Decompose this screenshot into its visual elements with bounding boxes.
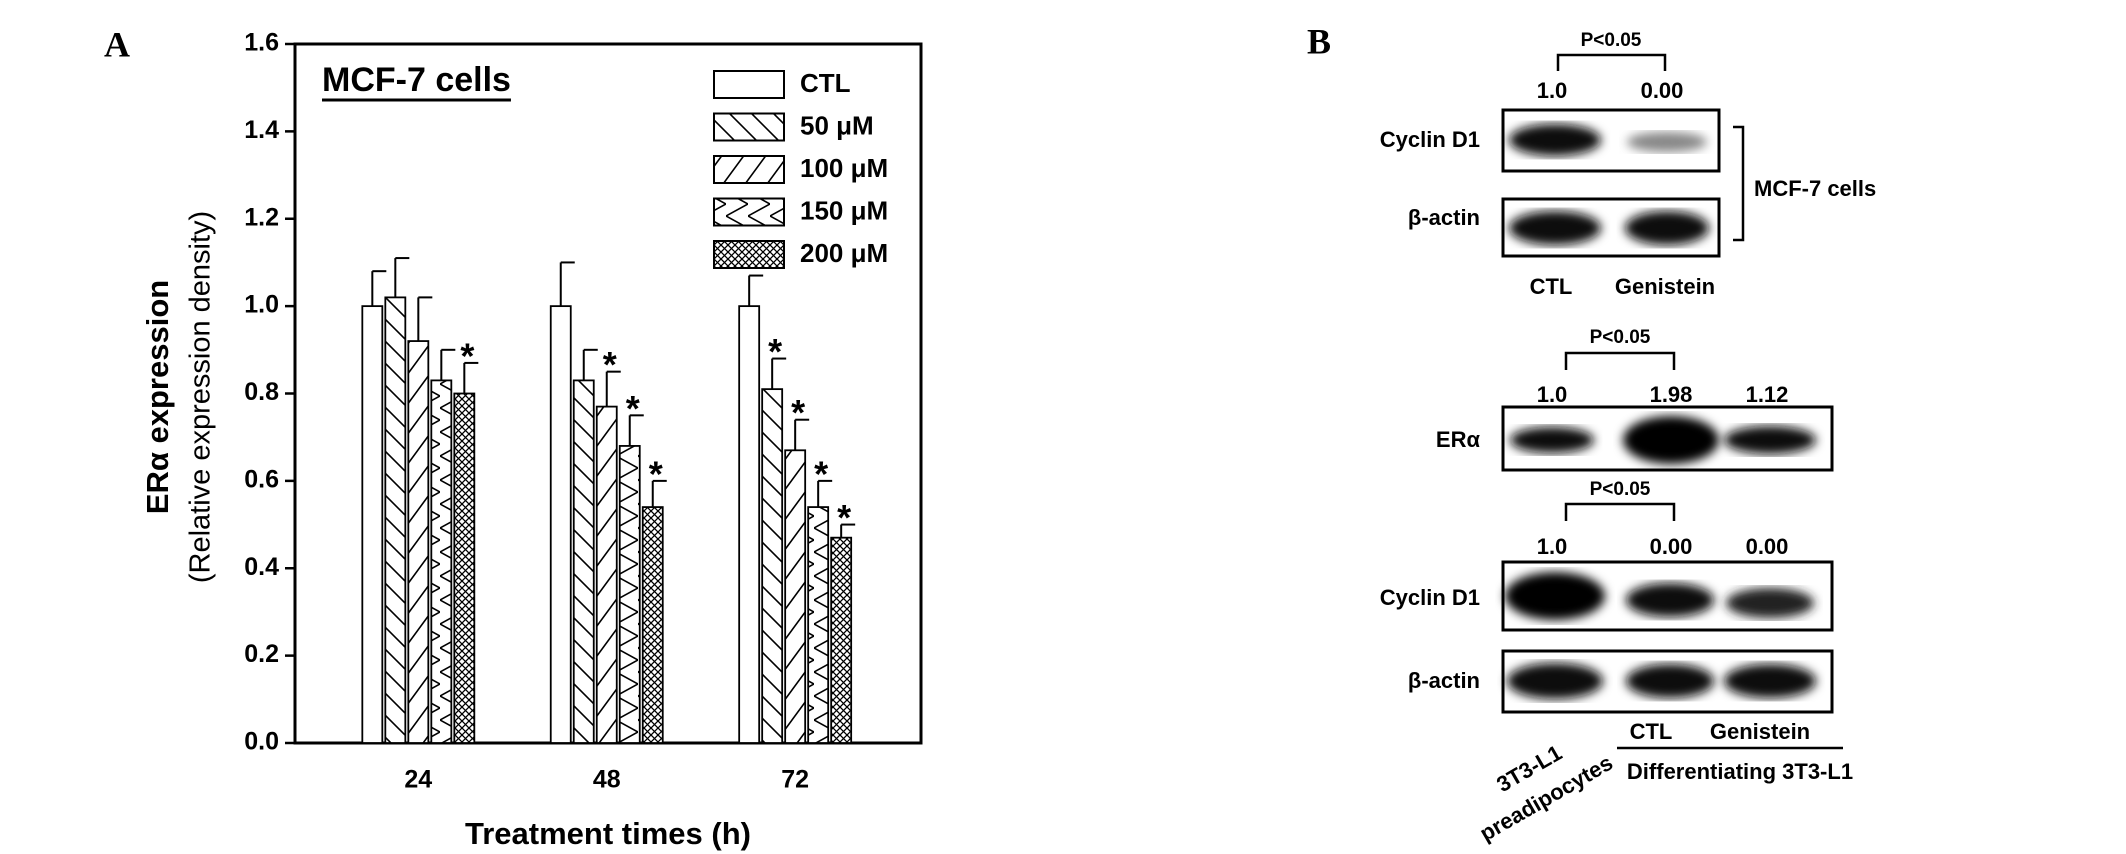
band bbox=[1724, 426, 1816, 454]
band bbox=[1623, 416, 1719, 464]
bar bbox=[572, 379, 595, 744]
band bbox=[1724, 664, 1816, 698]
bar bbox=[384, 296, 407, 744]
significance: * bbox=[791, 392, 805, 433]
band bbox=[1626, 583, 1714, 617]
bracket bbox=[1564, 502, 1676, 521]
bar bbox=[430, 379, 453, 744]
bar bbox=[641, 506, 664, 744]
chart-title: MCF-7 cells bbox=[322, 61, 511, 99]
significance: * bbox=[837, 497, 851, 538]
lane-label: CTL bbox=[1630, 719, 1673, 744]
legend-swatch bbox=[713, 197, 785, 227]
lane-label-group: 3T3-L1 preadipocytes bbox=[1475, 740, 1617, 846]
significance: * bbox=[603, 344, 617, 385]
bar bbox=[407, 340, 430, 744]
x-tick-label: 24 bbox=[404, 766, 432, 794]
band bbox=[1505, 572, 1605, 620]
band-value: 0.00 bbox=[1650, 534, 1693, 559]
row-label: Cyclin D1 bbox=[1380, 585, 1480, 610]
y-tick-label: 0.2 bbox=[244, 640, 279, 668]
panel-label: B bbox=[1307, 21, 1331, 61]
group-label: MCF-7 cells bbox=[1754, 176, 1876, 201]
significance: * bbox=[814, 453, 828, 494]
significance: * bbox=[768, 331, 782, 372]
band bbox=[1626, 664, 1714, 698]
panel-a: A 0.0 0.2 0.4 0.6 0.8 1.0 1.2 1.4 1.6 MCF-7 cells… bbox=[104, 24, 923, 851]
bar bbox=[807, 506, 830, 744]
y-tick-label: 1.6 bbox=[244, 29, 279, 57]
y-tick-label: 0.4 bbox=[244, 553, 279, 581]
band bbox=[1510, 427, 1594, 453]
bar bbox=[784, 449, 807, 744]
p-label: P<0.05 bbox=[1590, 479, 1651, 500]
significance: * bbox=[649, 453, 663, 494]
band bbox=[1726, 588, 1814, 618]
band bbox=[1625, 211, 1709, 245]
legend-swatch bbox=[713, 155, 785, 184]
legend-label: 200 μM bbox=[800, 238, 888, 268]
lane-label: Genistein bbox=[1710, 719, 1810, 744]
bar bbox=[618, 445, 641, 744]
y-tick-label: 1.2 bbox=[244, 203, 279, 231]
band bbox=[1507, 663, 1603, 699]
band-value: 0.00 bbox=[1641, 78, 1684, 103]
band-value: 0.00 bbox=[1746, 534, 1789, 559]
legend-swatch bbox=[713, 112, 785, 142]
band-value: 1.0 bbox=[1537, 382, 1568, 407]
x-tick-label: 72 bbox=[781, 766, 809, 794]
legend-label: 50 μM bbox=[800, 110, 874, 140]
legend-swatch bbox=[713, 240, 785, 269]
x-axis-title: Treatment times (h) bbox=[465, 816, 751, 851]
lane-label: CTL bbox=[1530, 274, 1573, 299]
band bbox=[1509, 211, 1601, 245]
significance: * bbox=[460, 335, 474, 376]
x-tick-label: 48 bbox=[593, 766, 621, 794]
legend-label: 100 μM bbox=[800, 153, 888, 183]
legend-swatch bbox=[713, 70, 785, 99]
band-value: 1.12 bbox=[1746, 382, 1789, 407]
panel-label: A bbox=[104, 24, 130, 64]
band-value: 1.0 bbox=[1537, 78, 1568, 103]
legend-label: 150 μM bbox=[800, 195, 888, 225]
lane-label: Genistein bbox=[1615, 274, 1715, 299]
y-tick-label: 0.6 bbox=[244, 465, 279, 493]
panel-b: B P<0.05 1.0 0.00 Cyclin D1 β-actin MCF-… bbox=[1307, 21, 1876, 846]
row-label: β-actin bbox=[1408, 668, 1480, 693]
row-label: Cyclin D1 bbox=[1380, 127, 1480, 152]
bar bbox=[453, 392, 476, 744]
y-tick-label: 0.0 bbox=[244, 728, 279, 756]
band bbox=[1627, 132, 1707, 152]
legend-label: CTL bbox=[800, 68, 851, 98]
bar bbox=[595, 405, 618, 744]
bar bbox=[761, 388, 784, 744]
band-value: 1.0 bbox=[1537, 534, 1568, 559]
row-label: ERα bbox=[1436, 427, 1481, 452]
bar bbox=[361, 305, 384, 744]
y-tick-label: 1.4 bbox=[244, 116, 279, 144]
y-axis-title: ERα expression bbox=[140, 280, 175, 514]
bracket bbox=[1564, 351, 1676, 370]
y-tick-label: 1.0 bbox=[244, 291, 279, 319]
significance: * bbox=[626, 388, 640, 429]
band bbox=[1509, 124, 1601, 156]
y-tick-label: 0.8 bbox=[244, 378, 279, 406]
bracket bbox=[1733, 125, 1745, 242]
row-label: β-actin bbox=[1408, 205, 1480, 230]
bar bbox=[549, 305, 572, 744]
band-value: 1.98 bbox=[1650, 382, 1693, 407]
p-label: P<0.05 bbox=[1581, 30, 1642, 51]
p-label: P<0.05 bbox=[1590, 327, 1651, 348]
bar bbox=[738, 305, 761, 744]
group-label: Differentiating 3T3-L1 bbox=[1627, 759, 1853, 784]
bar bbox=[830, 536, 853, 744]
y-axis-subtitle: (Relative expression density) bbox=[185, 211, 217, 583]
bracket bbox=[1556, 53, 1667, 71]
